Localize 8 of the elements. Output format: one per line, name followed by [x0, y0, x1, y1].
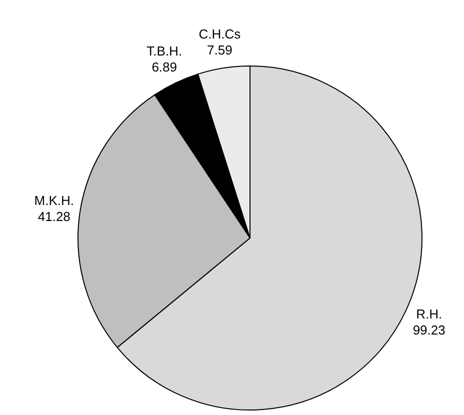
slice-label: C.H.Cs	[198, 26, 242, 42]
slice-label: M.K.H.	[34, 192, 74, 208]
slice-label: T.B.H.	[146, 43, 182, 58]
data-label: 41.28	[38, 208, 70, 224]
data-label: 7.59	[207, 42, 232, 58]
data-label: 6.89	[152, 59, 178, 74]
data-label: 99.23	[412, 322, 446, 338]
slice-label: R.H.	[416, 306, 442, 322]
